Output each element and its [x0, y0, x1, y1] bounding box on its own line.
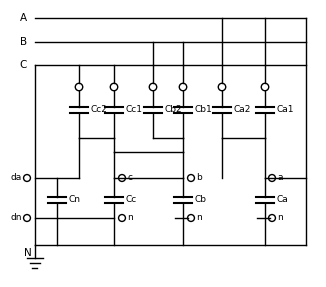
Text: N: N — [24, 248, 32, 258]
Text: Cc2: Cc2 — [90, 106, 107, 115]
Text: a: a — [277, 174, 283, 183]
Text: Cb1: Cb1 — [194, 106, 212, 115]
Text: Ca1: Ca1 — [276, 106, 294, 115]
Text: b: b — [197, 174, 202, 183]
Text: Cb: Cb — [194, 195, 206, 205]
Text: c: c — [127, 174, 132, 183]
Text: da: da — [10, 174, 22, 183]
Text: n: n — [127, 214, 133, 222]
Text: A: A — [20, 13, 27, 23]
Text: dn: dn — [10, 214, 22, 222]
Text: n: n — [197, 214, 202, 222]
Text: C: C — [20, 60, 27, 70]
Text: Ca2: Ca2 — [233, 106, 250, 115]
Text: Cn: Cn — [68, 195, 80, 205]
Text: Cc: Cc — [125, 195, 136, 205]
Text: Cb2: Cb2 — [164, 106, 182, 115]
Text: Cc1: Cc1 — [125, 106, 142, 115]
Text: Ca: Ca — [276, 195, 288, 205]
Text: n: n — [277, 214, 283, 222]
Text: B: B — [20, 37, 27, 47]
